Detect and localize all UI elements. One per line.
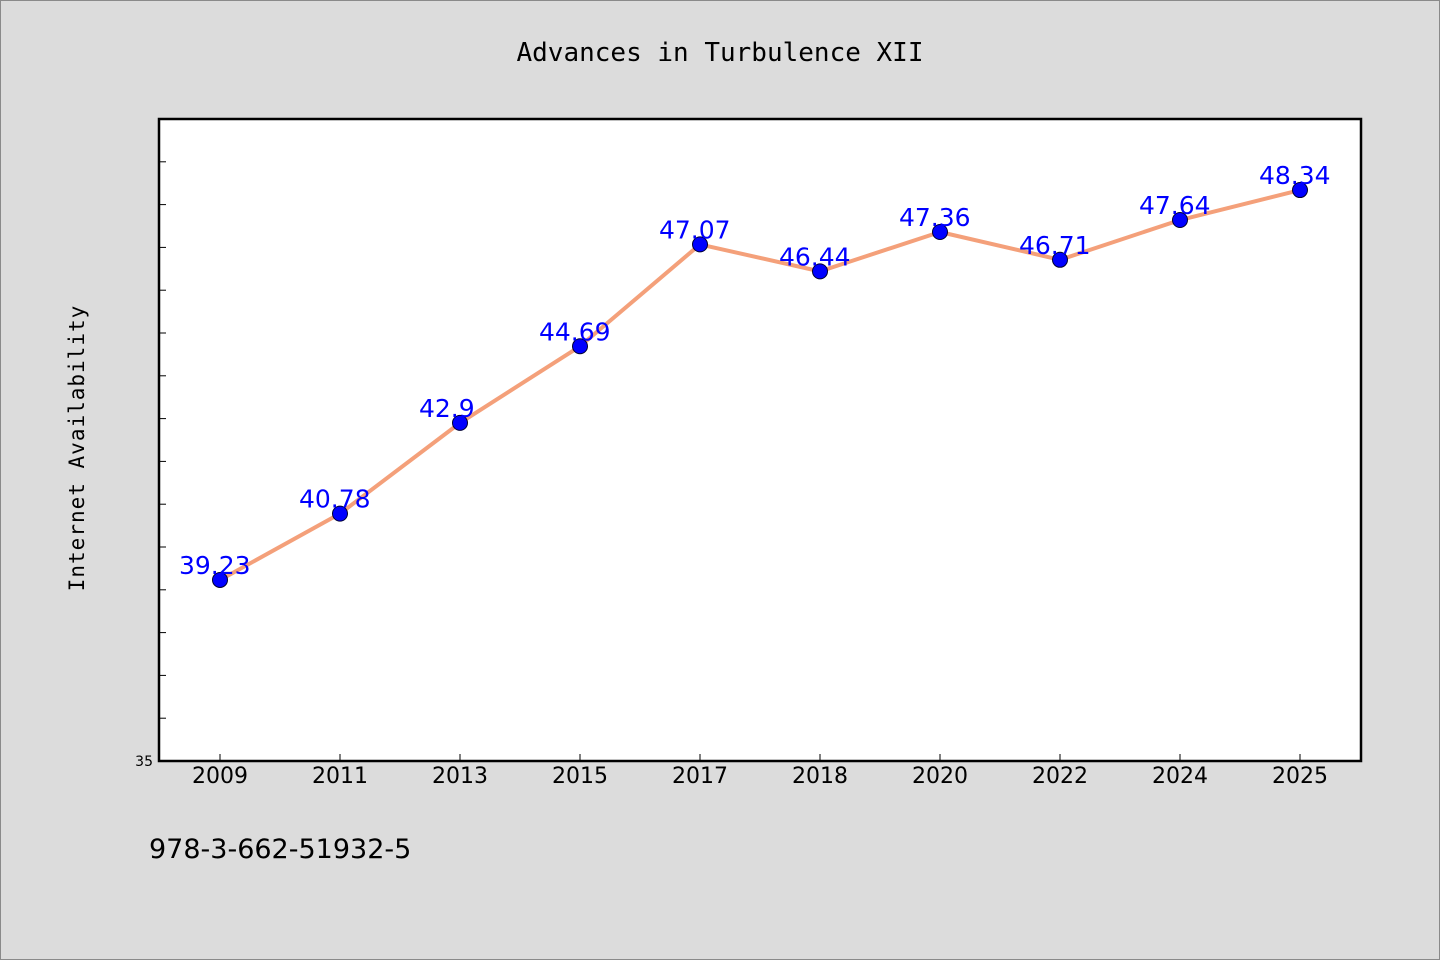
y-axis-label: Internet Availability [65,305,89,592]
data-label: 46.71 [1019,231,1091,260]
data-point [812,263,828,280]
chart-title: Advances in Turbulence XII [517,38,924,68]
data-point [212,571,228,588]
x-tick-label: 2013 [432,764,488,789]
data-point [332,505,348,522]
data-label: 42.9 [419,394,475,423]
x-tick-label: 2018 [792,764,848,789]
y-axis-ticks: 35 [135,161,166,770]
x-tick-label: 2025 [1272,764,1328,789]
data-point [1292,182,1308,199]
x-tick-label: 2020 [912,764,968,789]
series-line [218,188,1302,582]
data-point [692,236,708,253]
data-point [1172,212,1188,229]
isbn-text: 978-3-662-51932-5 [149,834,412,865]
x-tick-label: 2011 [312,764,368,789]
series-line-group [218,188,1302,582]
y-tick-label: 35 [135,754,153,770]
data-label: 44.69 [539,317,611,346]
data-point [1052,251,1068,268]
data-label: 48.34 [1259,161,1331,190]
data-label: 39.23 [179,551,251,580]
data-label: 47.07 [659,215,731,244]
x-axis-ticks: 2009 2011 2013 2015 2017 2018 2020 2022 2024 2025 [192,754,1328,789]
data-labels: 39.23 40.78 42.9 44.69 47.07 46.44 47.36 46.71 4… [179,161,1331,580]
x-tick-label: 2022 [1032,764,1088,789]
data-point [452,414,468,431]
data-markers [212,182,1308,588]
data-point [932,223,948,240]
data-label: 47.64 [1139,191,1211,220]
x-tick-label: 2015 [552,764,608,789]
data-label: 47.36 [899,203,971,232]
data-label: 40.78 [299,485,371,514]
data-point [572,338,588,355]
x-tick-label: 2017 [672,764,728,789]
x-tick-label: 2024 [1152,764,1208,789]
x-tick-label: 2009 [192,764,248,789]
data-label: 46.44 [779,242,851,271]
